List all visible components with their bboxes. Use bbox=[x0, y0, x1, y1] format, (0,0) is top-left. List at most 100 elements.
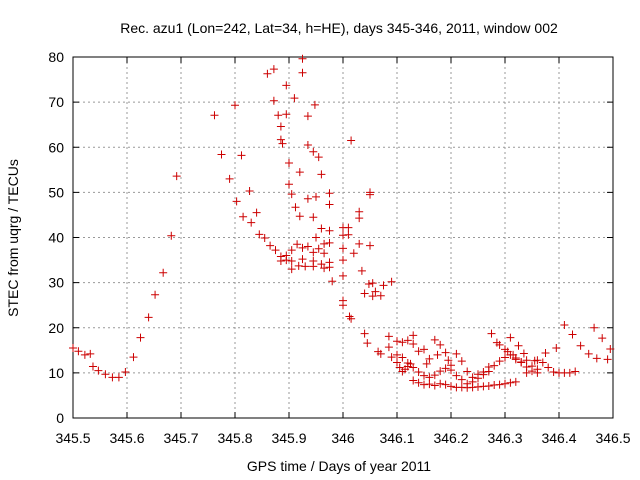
data-point bbox=[414, 347, 423, 356]
x-tick-label: 346.4 bbox=[541, 430, 576, 446]
data-point bbox=[384, 332, 393, 341]
data-point bbox=[310, 100, 319, 109]
y-axis-label: STEC from uqrg / TECUs bbox=[5, 159, 21, 317]
data-point bbox=[436, 340, 445, 349]
x-tick-labels: 345.5 345.6 345.7 345.8 345.9 346 346.1 346.2 34… bbox=[55, 430, 630, 446]
y-tick-label: 0 bbox=[56, 410, 64, 426]
data-point bbox=[511, 377, 520, 386]
data-point bbox=[398, 338, 407, 347]
data-point bbox=[457, 357, 466, 366]
data-point bbox=[420, 371, 428, 380]
data-point bbox=[217, 150, 226, 159]
x-tick-label: 345.7 bbox=[163, 430, 198, 446]
data-point bbox=[425, 373, 434, 382]
data-point bbox=[312, 233, 320, 242]
data-point bbox=[487, 329, 496, 338]
data-point bbox=[571, 367, 580, 376]
data-point bbox=[86, 349, 95, 358]
data-point bbox=[269, 65, 278, 74]
y-tick-labels: 0 10 20 30 40 50 60 70 80 bbox=[48, 49, 64, 426]
data-point bbox=[565, 368, 574, 377]
data-point bbox=[312, 192, 320, 201]
data-point bbox=[159, 268, 168, 277]
data-point bbox=[355, 207, 364, 216]
data-point bbox=[129, 353, 138, 362]
data-point bbox=[384, 343, 393, 352]
data-point bbox=[314, 244, 323, 253]
data-point bbox=[339, 256, 347, 265]
data-point bbox=[592, 354, 601, 363]
data-point bbox=[363, 339, 372, 348]
x-axis-label: GPS time / Days of year 2011 bbox=[247, 458, 431, 474]
data-point bbox=[379, 281, 388, 290]
data-point bbox=[317, 224, 326, 233]
data-point bbox=[276, 135, 285, 144]
data-point bbox=[576, 341, 585, 350]
data-point bbox=[210, 111, 219, 120]
data-point bbox=[225, 174, 234, 183]
data-point bbox=[490, 361, 499, 370]
y-tick-label: 70 bbox=[48, 94, 64, 110]
data-point bbox=[298, 255, 307, 264]
data-point bbox=[414, 367, 423, 376]
data-point bbox=[74, 347, 83, 356]
data-point bbox=[420, 345, 428, 354]
data-point bbox=[349, 249, 358, 258]
data-point bbox=[303, 242, 312, 251]
data-point bbox=[495, 380, 504, 389]
data-point bbox=[452, 349, 461, 358]
data-point bbox=[606, 344, 615, 353]
x-tick-label: 346.3 bbox=[487, 430, 522, 446]
data-point bbox=[603, 355, 612, 364]
data-point bbox=[444, 356, 453, 365]
data-point bbox=[441, 348, 450, 357]
data-point bbox=[544, 363, 553, 372]
data-point bbox=[271, 246, 280, 255]
data-point bbox=[393, 350, 401, 359]
data-point bbox=[560, 321, 569, 330]
data-point bbox=[433, 350, 442, 359]
y-tick-label: 20 bbox=[48, 320, 64, 336]
data-point bbox=[538, 358, 547, 367]
y-tick-label: 10 bbox=[48, 365, 64, 381]
y-tick-label: 40 bbox=[48, 230, 64, 246]
data-point bbox=[514, 341, 523, 350]
data-point bbox=[409, 339, 418, 348]
data-point bbox=[339, 244, 347, 253]
data-point bbox=[144, 313, 153, 322]
data-point bbox=[274, 111, 283, 120]
data-point bbox=[457, 375, 466, 384]
data-point bbox=[590, 323, 599, 332]
data-point bbox=[80, 350, 89, 359]
data-point bbox=[395, 363, 404, 372]
data-point bbox=[325, 263, 334, 272]
data-points bbox=[69, 54, 615, 392]
data-point bbox=[347, 314, 356, 323]
data-point bbox=[136, 333, 145, 342]
data-point bbox=[255, 230, 264, 239]
data-point bbox=[291, 203, 300, 212]
data-point bbox=[393, 337, 401, 346]
data-point bbox=[293, 240, 302, 249]
x-tick-label: 345.9 bbox=[271, 430, 306, 446]
data-point bbox=[409, 363, 418, 372]
data-point bbox=[447, 366, 455, 375]
data-point bbox=[479, 370, 488, 379]
data-point bbox=[325, 238, 334, 247]
data-point bbox=[252, 208, 261, 217]
data-point bbox=[263, 69, 272, 78]
data-point bbox=[151, 290, 160, 299]
data-point bbox=[276, 256, 285, 265]
data-point bbox=[172, 172, 181, 181]
data-point bbox=[598, 334, 607, 343]
data-point bbox=[511, 353, 520, 362]
data-point bbox=[328, 277, 337, 286]
data-point bbox=[278, 139, 287, 148]
chart-title: Rec. azu1 (Lon=242, Lat=34, h=HE), days … bbox=[120, 20, 558, 36]
y-tick-label: 80 bbox=[48, 49, 64, 65]
x-tick-label: 345.6 bbox=[109, 430, 144, 446]
data-point bbox=[517, 358, 526, 367]
data-point bbox=[355, 239, 364, 248]
